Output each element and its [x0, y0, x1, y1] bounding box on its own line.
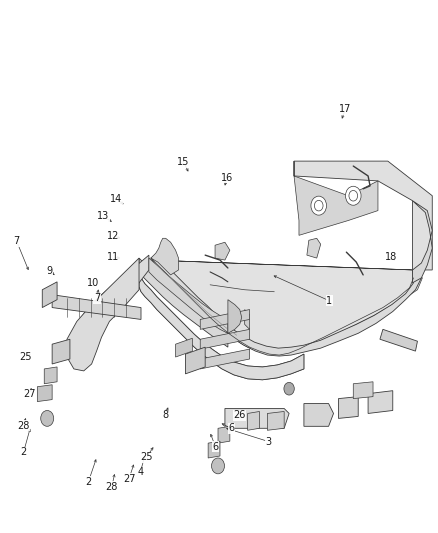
Circle shape	[41, 410, 54, 426]
Polygon shape	[52, 339, 70, 364]
Polygon shape	[200, 349, 250, 369]
Polygon shape	[307, 238, 321, 258]
Text: 1: 1	[326, 296, 332, 306]
Text: 2: 2	[85, 477, 92, 487]
Polygon shape	[353, 382, 373, 399]
Circle shape	[212, 458, 225, 474]
Text: 17: 17	[339, 104, 351, 114]
Circle shape	[311, 196, 326, 215]
Text: 7: 7	[94, 293, 100, 303]
Polygon shape	[215, 243, 230, 260]
Text: 9: 9	[46, 266, 53, 276]
Text: 28: 28	[18, 421, 30, 431]
Text: 14: 14	[110, 194, 122, 204]
Polygon shape	[208, 441, 220, 458]
Polygon shape	[368, 391, 393, 414]
Text: 3: 3	[266, 437, 272, 447]
Text: 11: 11	[107, 252, 119, 262]
Polygon shape	[380, 329, 417, 351]
Polygon shape	[247, 411, 259, 430]
Polygon shape	[294, 161, 378, 236]
Text: 7: 7	[14, 236, 20, 246]
Polygon shape	[151, 255, 421, 356]
Polygon shape	[153, 260, 422, 353]
Text: 25: 25	[19, 352, 32, 362]
Polygon shape	[72, 255, 149, 359]
Text: 2: 2	[21, 447, 27, 457]
Text: 4: 4	[137, 467, 143, 477]
Polygon shape	[176, 338, 192, 357]
Circle shape	[314, 200, 323, 211]
Polygon shape	[339, 397, 358, 418]
Polygon shape	[185, 347, 205, 374]
Circle shape	[284, 382, 294, 395]
Polygon shape	[267, 411, 284, 430]
Text: 25: 25	[140, 453, 152, 463]
Polygon shape	[42, 282, 57, 308]
Text: 6: 6	[228, 423, 234, 433]
Text: 8: 8	[162, 410, 168, 420]
Text: 18: 18	[385, 252, 397, 262]
Polygon shape	[304, 403, 333, 426]
Polygon shape	[228, 300, 242, 333]
Polygon shape	[225, 408, 289, 429]
Polygon shape	[44, 367, 57, 384]
Polygon shape	[37, 385, 52, 401]
Polygon shape	[139, 273, 304, 380]
Text: 26: 26	[233, 410, 246, 420]
Text: 15: 15	[177, 157, 190, 167]
Polygon shape	[139, 258, 228, 347]
Text: 10: 10	[87, 278, 99, 288]
Circle shape	[346, 186, 361, 205]
Polygon shape	[200, 329, 250, 349]
Text: 13: 13	[97, 212, 109, 221]
Text: 28: 28	[106, 482, 118, 492]
Text: 27: 27	[23, 389, 36, 399]
Polygon shape	[413, 201, 432, 283]
Polygon shape	[67, 258, 139, 371]
Polygon shape	[151, 238, 179, 275]
Circle shape	[349, 190, 357, 201]
Text: 16: 16	[221, 173, 233, 183]
Text: 6: 6	[212, 442, 219, 452]
Polygon shape	[139, 273, 304, 380]
Polygon shape	[245, 310, 250, 329]
Polygon shape	[52, 295, 141, 319]
Text: 12: 12	[107, 231, 119, 241]
Polygon shape	[200, 310, 250, 329]
Polygon shape	[149, 258, 228, 333]
Polygon shape	[218, 426, 230, 443]
Polygon shape	[294, 161, 432, 270]
Text: 27: 27	[123, 473, 135, 483]
